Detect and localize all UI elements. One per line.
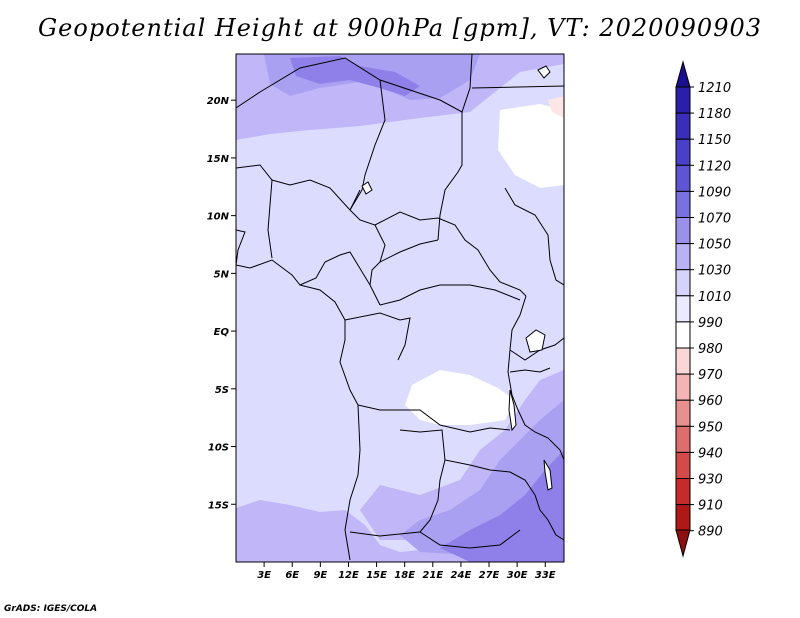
lake-tanganyika [508,389,517,432]
lat-tick-label: 20N [207,96,230,107]
colorbar-box [675,321,691,349]
colorbar-box [675,112,691,140]
lat-tick-label: 5N [214,269,230,280]
lon-tick-label: 9E [313,570,327,581]
longitude-axis: 3E 6E 9E 12E 15E 18E 21E 24E 27E 30E 33E [257,562,556,581]
fill-980-990-northeast [548,96,564,118]
colorbar-box [675,347,691,375]
colorbar-label: 970 [698,368,723,383]
colorbar-label: 1090 [698,185,731,200]
colorbar-label: 950 [698,420,723,435]
colorbar-box [675,243,691,271]
colorbar-box [675,269,691,297]
lon-tick-label: 18E [394,570,415,581]
lon-tick-label: 21E [422,570,443,581]
colorbar-box [675,451,691,479]
lon-tick-label: 12E [338,570,359,581]
colorbar-label: 960 [698,394,723,409]
lat-tick-label: 5S [215,385,229,396]
colorbar-box [675,399,691,427]
lat-tick-label: 10N [207,212,230,223]
lon-tick-label: 33E [535,570,556,581]
colorbar-label: 1070 [698,212,731,227]
colorbar-box [675,138,691,166]
colorbar-label: 1180 [698,107,731,122]
colorbar-label: 1120 [698,159,731,174]
colorbar-box [675,425,691,453]
lat-tick-label: EQ [214,327,230,338]
lon-tick-label: 30E [507,570,528,581]
colorbar-label: 940 [698,446,723,461]
lat-tick-label: 15S [208,500,229,511]
colorbar: 1210 1180 1150 1120 1090 1070 1050 1030 1010 990 9… [675,60,731,558]
lon-tick-label: 24E [451,570,472,581]
lon-tick-label: 15E [366,570,387,581]
fill-990-1010-northeast [498,104,564,188]
colorbar-label: 1030 [698,264,731,279]
colorbar-label: 980 [698,342,723,357]
colorbar-arrow-bottom [675,529,691,558]
colorbar-label: 1010 [698,290,731,305]
lon-tick-label: 27E [479,570,500,581]
country-borders [236,54,564,561]
colorbar-box [675,164,691,192]
colorbar-box [675,504,691,532]
fill-990-1010-central [405,370,515,425]
lake-malawi [543,459,553,491]
fill-1070-1090-southeast [440,450,564,562]
colorbar-label: 930 [698,473,723,488]
lat-tick-label: 15N [207,154,230,165]
lakes [361,65,553,491]
colorbar-box [675,190,691,218]
lake-chad [361,181,373,195]
colorbar-box [675,86,691,114]
lon-tick-label: 6E [285,570,299,581]
colorbar-box [675,217,691,245]
credit-label: GrADS: IGES/COLA [4,604,98,614]
lat-tick-label: 10S [208,443,229,454]
fill-1070-1090-north [290,56,420,96]
colorbar-arrow-top [675,60,691,88]
colorbar-label: 1210 [698,81,731,96]
colorbar-label: 1150 [698,133,731,148]
colorbar-box [675,478,691,506]
map-frame [235,53,565,563]
colorbar-label: 910 [698,499,723,514]
map-title: Geopotential Height at 900hPa [gpm], VT:… [38,14,762,42]
colorbar-label: 890 [698,525,723,540]
lake-victoria [525,329,546,353]
colorbar-label: 990 [698,316,723,331]
latitude-axis: 20N 15N 10N 5N EQ 5S 10S 15S [207,96,236,511]
colorbar-label: 1050 [698,238,731,253]
colorbar-box [675,373,691,401]
lon-tick-label: 3E [257,570,271,581]
colorbar-box [675,295,691,323]
lake-nasser [537,65,551,79]
map-fill-field [236,54,564,562]
